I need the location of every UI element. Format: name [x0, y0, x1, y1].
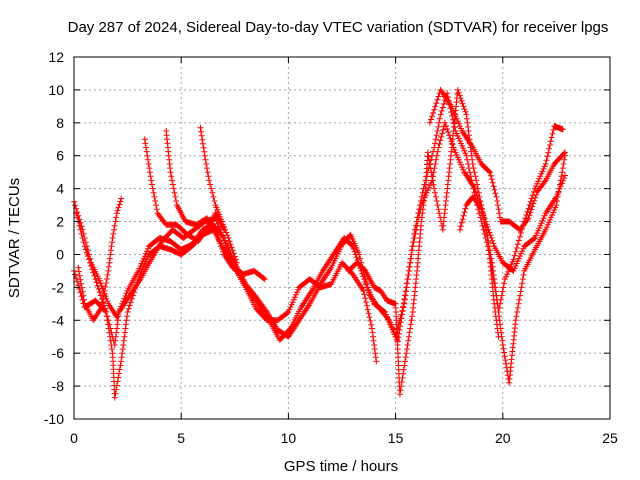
y-tick-label: 0 — [56, 246, 64, 262]
y-tick-label: -10 — [44, 411, 64, 427]
data-series-track-10 — [456, 193, 502, 340]
data-series-track-6 — [163, 128, 268, 283]
data-series-track-9 — [426, 86, 568, 233]
x-tick-label: 5 — [177, 430, 185, 446]
x-axis-label: GPS time / hours — [284, 458, 398, 475]
tick-layer: 0 5 10 15 20 25 -10 -8 -6 -4 -2 0 2 4 6 8 10 12 — [44, 49, 618, 446]
x-tick-label: 10 — [281, 430, 297, 446]
data-series-track-8 — [345, 86, 566, 398]
y-tick-label: 10 — [48, 82, 64, 98]
data-series-track-7 — [197, 124, 240, 266]
x-tick-label: 0 — [70, 430, 78, 446]
y-tick-label: 8 — [56, 115, 64, 131]
plot-frame — [73, 56, 611, 420]
x-tick-label: 25 — [602, 430, 618, 446]
data-series-track-1 — [71, 119, 568, 340]
y-tick-label: -2 — [52, 279, 65, 295]
y-tick-label: 2 — [56, 214, 64, 230]
y-tick-label: -6 — [52, 345, 65, 361]
y-tick-label: -8 — [52, 378, 65, 394]
x-tick-label: 15 — [388, 430, 404, 446]
chart-title: Day 287 of 2024, Sidereal Day-to-day VTE… — [68, 19, 609, 36]
y-tick-label: -4 — [52, 312, 65, 328]
x-tick-label: 20 — [495, 430, 511, 446]
y-tick-label: 6 — [56, 148, 64, 164]
y-tick-label: 12 — [48, 49, 64, 65]
data-series-track-5 — [141, 136, 228, 245]
y-tick-label: 4 — [56, 181, 64, 197]
series-layer — [71, 86, 568, 401]
y-axis-label: SDTVAR / TECUs — [6, 178, 23, 298]
